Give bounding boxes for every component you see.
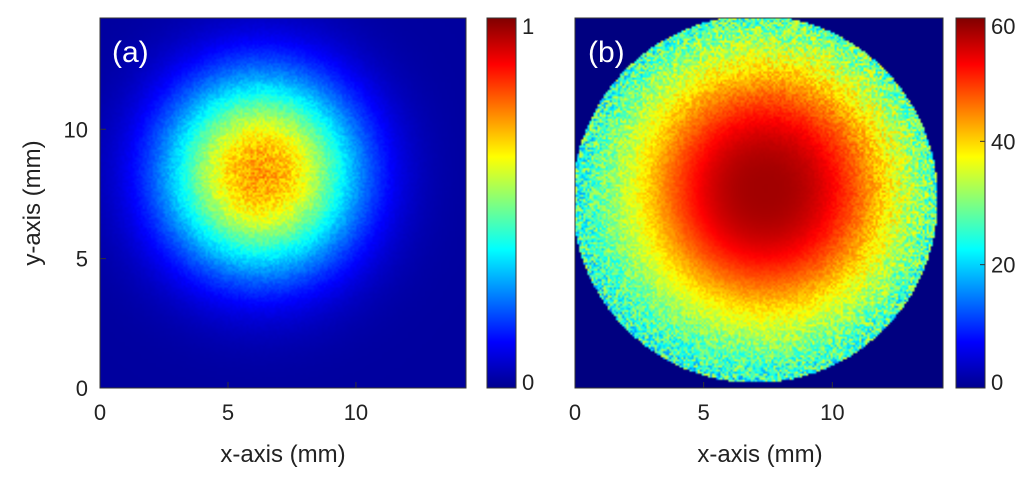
x-tick-label-a-0: 0	[94, 400, 106, 425]
heatmap-a	[100, 18, 466, 388]
x-tick-label-a-1: 5	[222, 400, 234, 425]
plot-frame-b	[574, 17, 944, 389]
panel-label-b: (b)	[588, 36, 625, 69]
x-tick-label-b-2: 10	[820, 400, 844, 425]
colorbar-b	[955, 17, 986, 389]
x-tick-label-b-1: 5	[698, 400, 710, 425]
colorbar-a	[486, 17, 517, 389]
panel-label-a: (a)	[112, 36, 149, 69]
colorbar-tick-label-a-1: 1	[522, 14, 534, 39]
y-tick-label-a-0: 0	[76, 376, 88, 401]
x-ticks-b: 0 5 10	[569, 382, 845, 425]
x-tick-label-b-0: 0	[569, 400, 581, 425]
y-tick-label-a-1: 5	[76, 247, 88, 272]
x-ticks-a: 0 5 10	[94, 382, 368, 425]
y-axis-label-a: y-axis (mm)	[19, 140, 46, 265]
colorbar-tick-label-b-1: 20	[991, 253, 1015, 278]
colorbar-ticks-a: 01	[511, 14, 534, 395]
colorbar-tick-label-b-0: 0	[991, 370, 1003, 395]
colorbar-tick-label-b-2: 40	[991, 129, 1015, 154]
y-ticks-a: 0 5 10	[64, 117, 106, 401]
plot-frame-a	[99, 17, 467, 389]
y-tick-label-a-2: 10	[64, 117, 88, 142]
x-axis-label-b: x-axis (mm)	[697, 441, 822, 468]
x-tick-label-a-2: 10	[344, 400, 368, 425]
panel-b: (b) 0 5 10 x-axis (mm) 0 20 40 60	[569, 14, 1016, 468]
colorbar-ticks-b: 0 20 40 60	[980, 14, 1015, 395]
heatmap-b	[575, 18, 943, 388]
colorbar-tick-label-a-0: 0	[522, 370, 534, 395]
x-axis-label-a: x-axis (mm)	[220, 441, 345, 468]
colorbar-tick-label-b-3: 60	[991, 14, 1015, 39]
